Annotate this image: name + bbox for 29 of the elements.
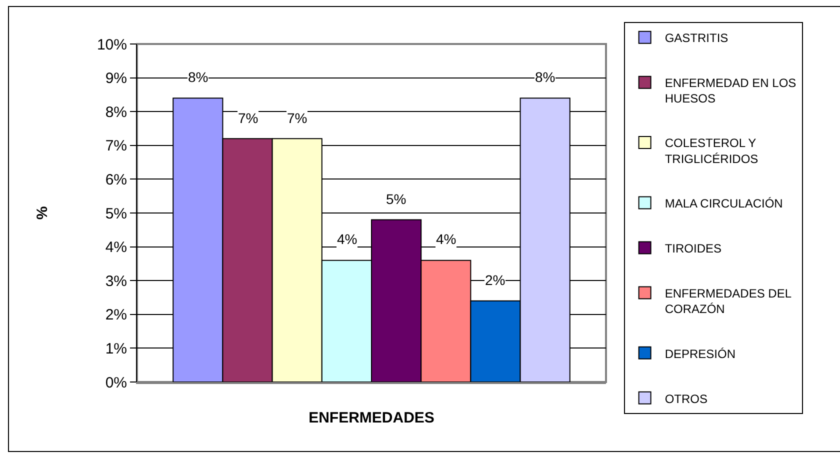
x-axis-title: ENFERMEDADES — [308, 409, 434, 426]
legend-label: ENFERMEDADES DEL CORAZÓN — [664, 286, 792, 316]
y-tick-label: 10% — [96, 36, 127, 54]
data-label: 4% — [436, 231, 456, 247]
data-label: 5% — [386, 191, 406, 207]
y-tick-label: 7% — [105, 138, 127, 155]
y-tick-label: 6% — [105, 171, 127, 188]
data-label: 2% — [485, 272, 506, 288]
data-label: 7% — [287, 110, 308, 126]
y-tick-label: 4% — [105, 239, 127, 256]
data-label: 8% — [535, 69, 556, 85]
legend-label: MALA CIRCULACIÓN — [664, 196, 783, 211]
y-tick-label: 3% — [105, 272, 127, 290]
legend-label: OTROS — [664, 392, 708, 406]
y-tick-label: 2% — [105, 306, 127, 324]
legend-label: ENFERMEDAD EN LOS HUESOS — [664, 76, 796, 106]
y-tick-label: 5% — [105, 205, 127, 222]
legend-label: COLESTEROL Y TRIGLICÉRIDOS — [664, 136, 758, 166]
legend-label: TIROIDES — [664, 242, 722, 256]
data-label: 8% — [188, 69, 208, 85]
y-axis-title: % — [34, 206, 52, 220]
legend-label: DEPRESIÓN — [664, 346, 736, 361]
y-tick-label: 1% — [105, 340, 127, 358]
legend-label: GASTRITIS — [664, 31, 728, 46]
y-tick-label: 9% — [105, 70, 127, 88]
y-tick-label: 0% — [105, 374, 127, 392]
data-label: 4% — [337, 231, 358, 247]
data-label: 7% — [238, 110, 258, 126]
y-tick-label: 8% — [105, 104, 127, 121]
